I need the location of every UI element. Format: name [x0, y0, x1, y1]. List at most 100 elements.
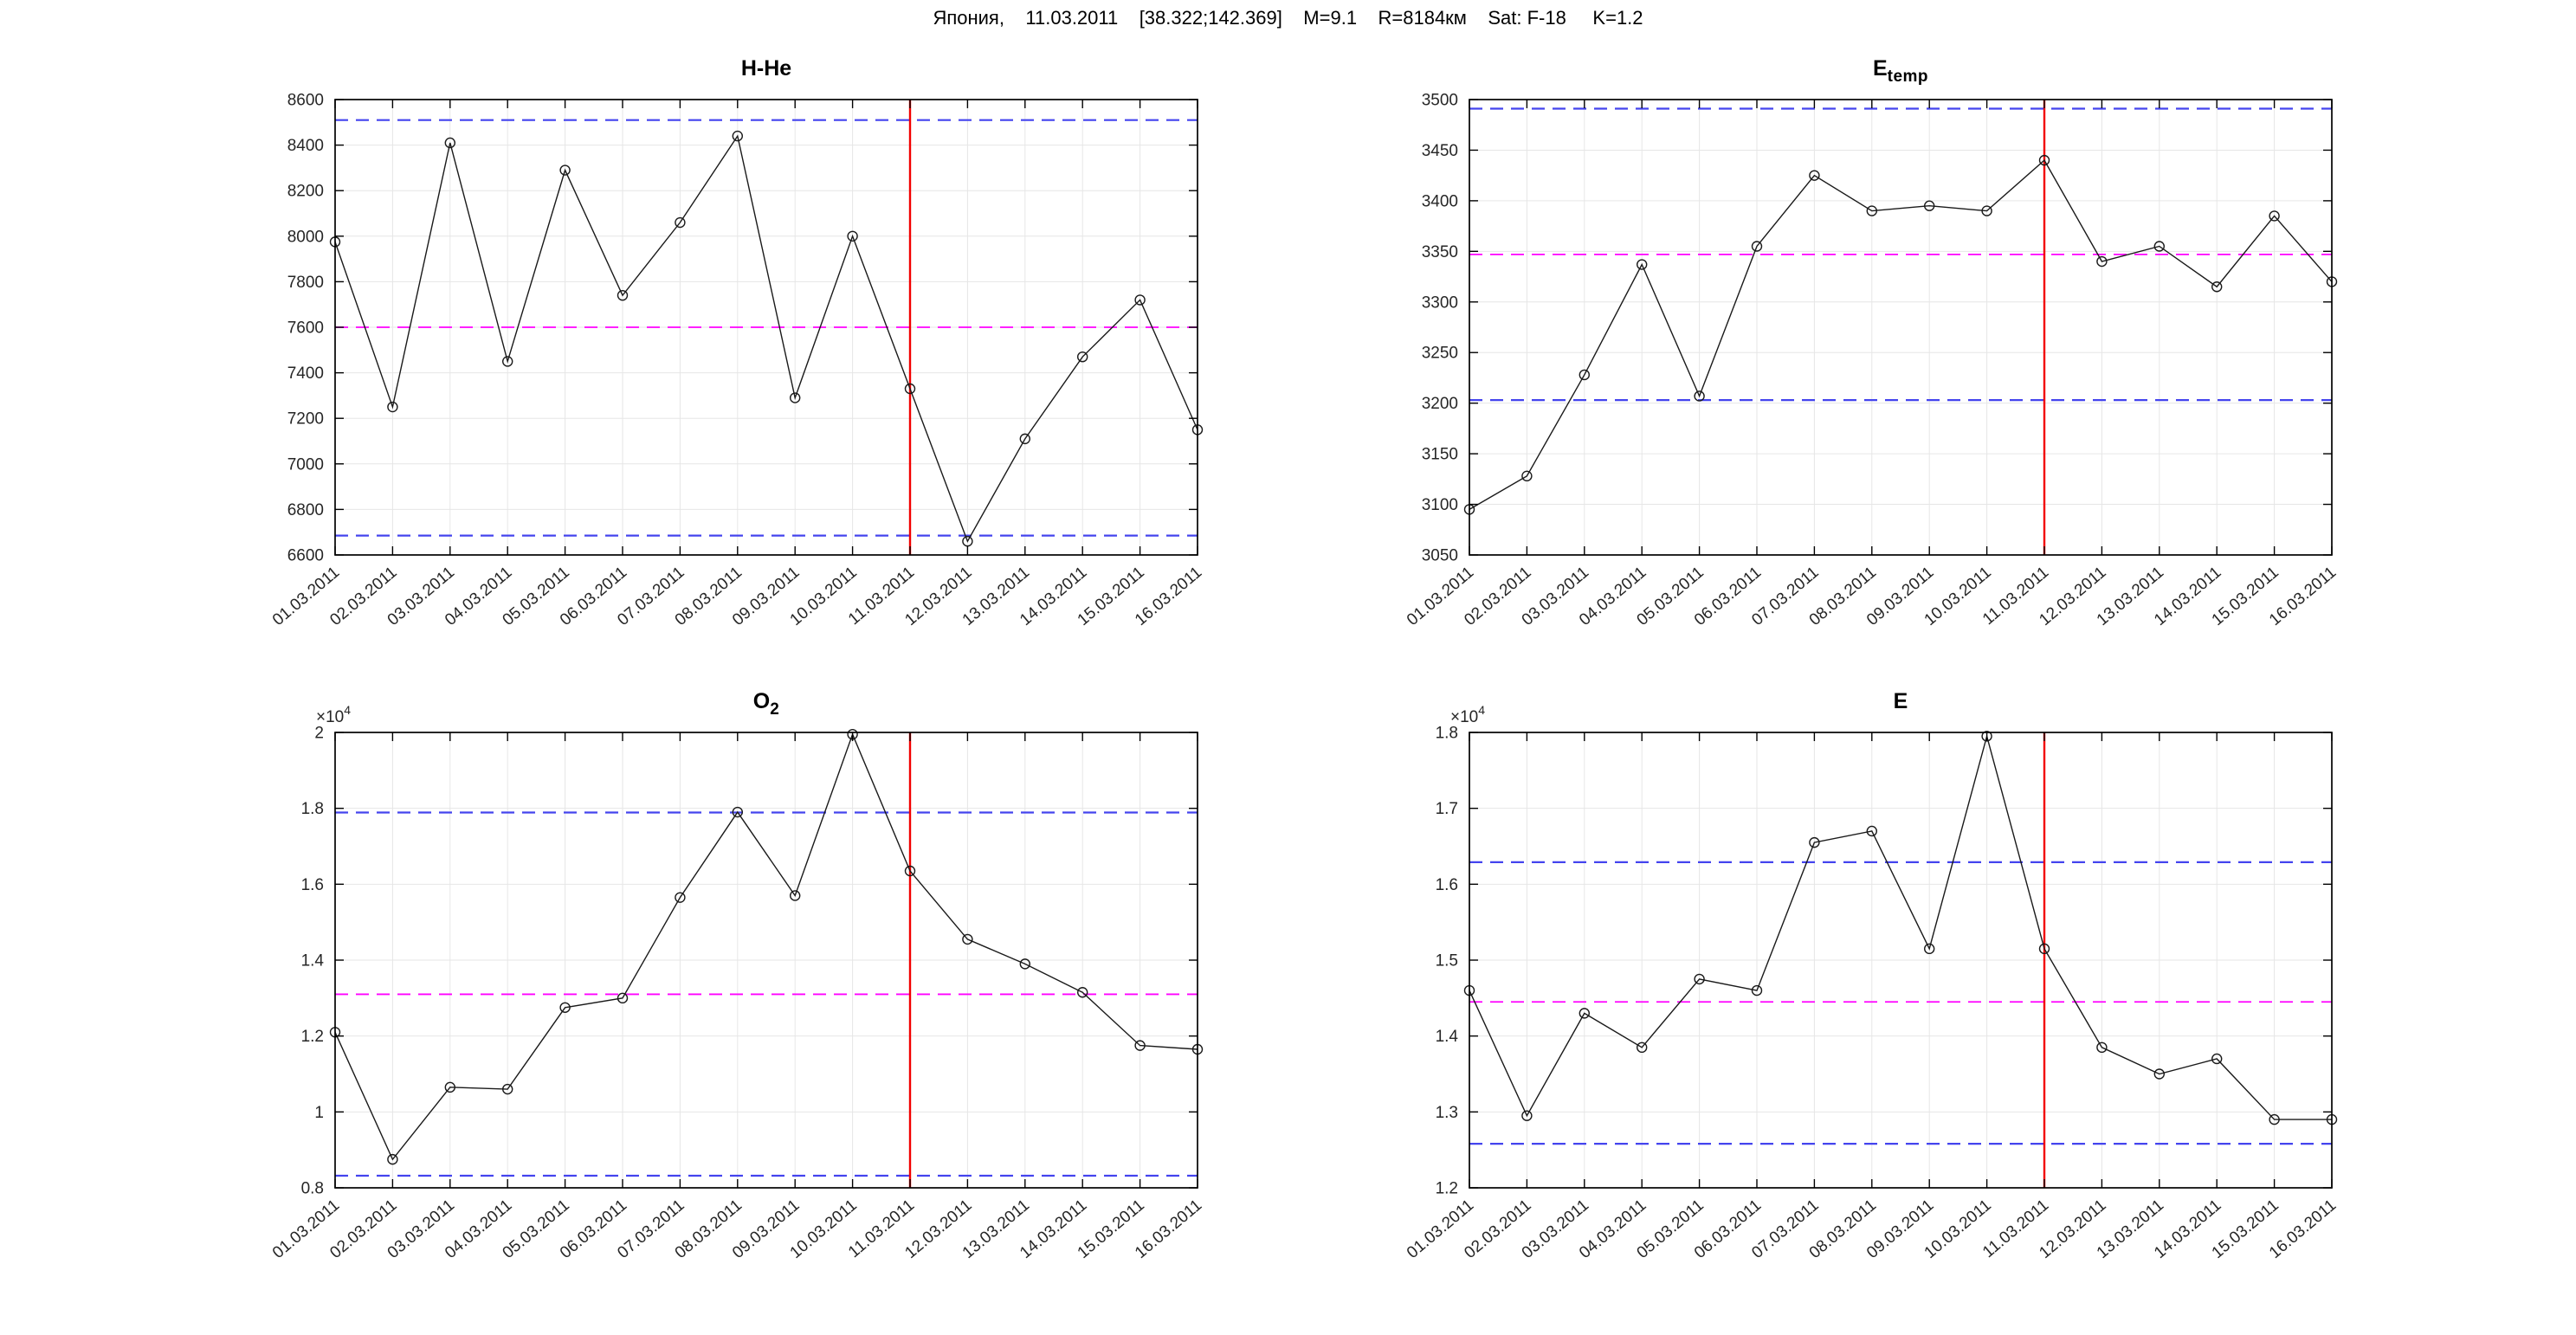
y-tick-label: 3500 — [1422, 92, 1458, 110]
plot-border — [1469, 99, 2333, 556]
axis-exponent-label: ×104 — [1450, 703, 1485, 726]
y-tick-label: 1.2 — [301, 1028, 324, 1046]
data-point — [1134, 1040, 1146, 1051]
data-point — [732, 806, 743, 818]
chart-title-main: E — [1893, 689, 1908, 713]
data-point — [675, 892, 686, 903]
y-tick-label: 3200 — [1422, 395, 1458, 413]
chart-plot-h-he: 6600 6800 7000 7200 7400 7600 7800 8000 8200 8400… — [269, 92, 1205, 630]
y-tick-label: 7000 — [287, 455, 324, 474]
y-tick-label: 7400 — [287, 364, 324, 383]
data-point — [1579, 1008, 1590, 1019]
data-point — [1809, 836, 1820, 848]
figure-title: Япония, 11.03.2011 [38.322;142.369] M=9.… — [933, 7, 1643, 29]
data-point — [1134, 294, 1146, 306]
data-point — [1751, 984, 1763, 996]
data-point — [1637, 1042, 1648, 1054]
y-tick-label: 1.8 — [1436, 725, 1458, 743]
y-tick-label: 1.7 — [1436, 800, 1458, 818]
chart-title-subscript: temp — [1887, 68, 1929, 86]
data-point — [1981, 205, 1992, 216]
data-point — [2153, 1068, 2165, 1080]
axis-exponent-superscript: 4 — [344, 703, 351, 717]
chart-title-main: O — [752, 689, 771, 713]
y-tick-label: 1.8 — [301, 800, 324, 818]
data-point — [617, 992, 629, 1004]
y-tick-label: 3050 — [1422, 547, 1458, 565]
data-point — [1521, 1110, 1533, 1121]
y-tick-label: 3300 — [1422, 293, 1458, 312]
data-point — [444, 1081, 455, 1093]
data-point — [1694, 390, 1705, 402]
y-tick-label: 1 — [314, 1104, 324, 1122]
data-line — [1469, 159, 2333, 511]
chart-plot-etemp: 3050 3100 3150 3200 3250 3300 3350 3400 3450 3500… — [1404, 92, 2340, 630]
axis-exponent-label: ×104 — [316, 703, 351, 726]
data-point — [1694, 973, 1705, 985]
data-point — [1521, 470, 1533, 482]
chart-title-main: E — [1872, 56, 1888, 81]
y-tick-label: 7200 — [287, 410, 324, 429]
chart-plot-e: 1.21.31.41.51.61.71.801.03.201102.03.201… — [1404, 703, 2340, 1262]
y-tick-label: 8000 — [287, 228, 324, 246]
y-tick-label: 7600 — [287, 319, 324, 338]
data-point — [2038, 154, 2050, 166]
y-tick-label: 1.3 — [1436, 1104, 1458, 1122]
y-tick-label: 8600 — [287, 92, 324, 110]
data-line — [334, 134, 1198, 543]
y-tick-label: 3350 — [1422, 243, 1458, 261]
chart-title-etemp: Etemp — [1469, 55, 2332, 86]
data-point — [1924, 943, 1935, 955]
chart-title-h-he: H-He — [335, 55, 1198, 84]
y-tick-label: 1.6 — [1436, 876, 1458, 894]
data-point — [1924, 200, 1935, 211]
data-point — [1866, 825, 1877, 837]
data-point — [1809, 170, 1820, 181]
data-point — [904, 383, 916, 395]
data-point — [1076, 987, 1088, 998]
data-point — [2096, 1042, 2108, 1054]
y-tick-label: 3450 — [1422, 142, 1458, 160]
data-point — [1076, 351, 1088, 363]
chart-title-subscript: 2 — [770, 700, 780, 719]
data-point — [502, 356, 513, 367]
data-point — [790, 890, 801, 901]
data-point — [2153, 241, 2165, 252]
data-line — [1469, 733, 2332, 1120]
data-line — [334, 732, 1198, 1161]
chart-title-main: H-He — [740, 56, 792, 81]
y-tick-label: 1.4 — [1436, 1028, 1459, 1046]
data-point — [1019, 433, 1030, 445]
data-point — [1866, 205, 1877, 216]
data-point — [387, 401, 398, 413]
y-tick-label: 7800 — [287, 274, 324, 292]
data-point — [904, 865, 916, 877]
data-point — [2211, 281, 2223, 293]
data-point — [1751, 241, 1763, 252]
data-point — [962, 536, 973, 547]
data-point — [502, 1083, 513, 1095]
data-point — [1019, 958, 1030, 970]
y-tick-label: 3250 — [1422, 345, 1458, 363]
y-tick-label: 6800 — [287, 501, 324, 519]
data-point — [847, 230, 858, 242]
y-tick-label: 3150 — [1422, 446, 1458, 464]
y-tick-label: 1.6 — [301, 876, 324, 894]
data-point — [617, 289, 629, 301]
y-tick-label: 2 — [314, 725, 324, 743]
data-point — [2096, 255, 2108, 268]
chart-plot-o2: 0.811.21.41.61.8201.03.201102.03.201103.… — [269, 703, 1205, 1262]
data-point — [2269, 210, 2280, 222]
y-tick-label: 1.2 — [1436, 1180, 1458, 1198]
data-point — [387, 1153, 398, 1165]
y-tick-label: 3100 — [1422, 496, 1458, 514]
axis-exponent-superscript: 4 — [1478, 703, 1485, 717]
y-tick-label: 1.4 — [301, 952, 325, 971]
data-point — [675, 216, 686, 229]
data-point — [1637, 259, 1648, 270]
y-tick-label: 8400 — [287, 137, 324, 155]
data-point — [2211, 1053, 2223, 1065]
y-tick-label: 0.8 — [301, 1180, 324, 1198]
chart-title-o2: O2 — [335, 688, 1198, 719]
